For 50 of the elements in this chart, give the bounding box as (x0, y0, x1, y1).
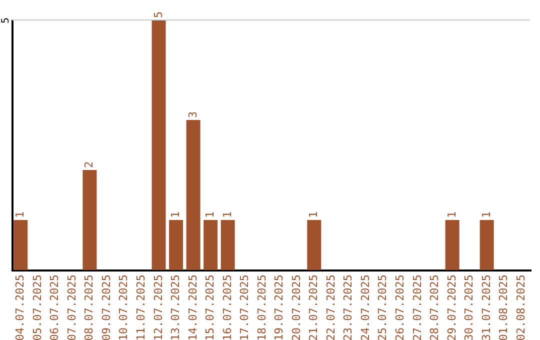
x-tick-label: 29.07.2025 (445, 274, 458, 340)
data-label: 3 (186, 111, 200, 118)
x-tick-label: 25.07.2025 (376, 274, 390, 340)
x-tick-label: 14.07.2025 (186, 274, 200, 340)
x-tick-label: 23.07.2025 (342, 274, 355, 340)
bar (220, 220, 235, 270)
x-tick-label: 13.07.2025 (169, 274, 182, 340)
data-label: 1 (169, 211, 182, 218)
x-tick-label: 24.07.2025 (358, 274, 372, 340)
x-tick-label: 12.07.2025 (152, 274, 165, 340)
data-label: 1 (220, 211, 234, 218)
x-tick-label: 16.07.2025 (220, 274, 234, 340)
x-tick-label: 01.08.2025 (497, 274, 510, 340)
data-label: 2 (82, 161, 96, 168)
data-label: 1 (14, 211, 27, 218)
data-label: 1 (480, 211, 493, 218)
x-tick-label: 06.07.2025 (48, 274, 62, 340)
x-tick-label: 18.07.2025 (255, 274, 268, 340)
x-tick-label: 28.07.2025 (428, 274, 442, 340)
x-tick-label: 22.07.2025 (324, 274, 338, 340)
x-tick-label: 20.07.2025 (290, 274, 303, 340)
data-label: 1 (445, 211, 458, 218)
x-tick-label: 10.07.2025 (117, 274, 130, 340)
bar (307, 220, 322, 270)
bar (14, 220, 28, 270)
x-tick-label: 31.07.2025 (480, 274, 493, 340)
data-label: 1 (307, 211, 320, 218)
x-tick-label: 17.07.2025 (238, 274, 252, 340)
x-tick-label: 15.07.2025 (204, 274, 217, 340)
bar (169, 220, 184, 270)
x-tick-label: 07.07.2025 (65, 274, 78, 340)
bar (82, 170, 97, 270)
x-tick-label: 27.07.2025 (410, 274, 424, 340)
bar (152, 20, 166, 270)
x-tick-label: 19.07.2025 (272, 274, 286, 340)
data-label: 1 (204, 211, 217, 218)
data-label: 5 (152, 11, 165, 18)
bar (204, 220, 218, 270)
x-tick-label: 08.07.2025 (82, 274, 96, 340)
x-tick-label: 11.07.2025 (134, 274, 148, 340)
bar (186, 120, 200, 270)
x-tick-label: 05.07.2025 (30, 274, 44, 340)
x-tick-label: 09.07.2025 (100, 274, 113, 340)
x-tick-label: 04.07.2025 (14, 274, 27, 340)
x-tick-label: 21.07.2025 (307, 274, 320, 340)
bar (445, 220, 460, 270)
bar (480, 220, 494, 270)
x-tick-label: 02.08.2025 (514, 274, 528, 340)
x-tick-label: 30.07.2025 (462, 274, 476, 340)
x-tick-label: 26.07.2025 (394, 274, 406, 340)
